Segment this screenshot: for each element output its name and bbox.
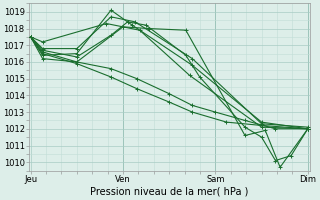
- X-axis label: Pression niveau de la mer( hPa ): Pression niveau de la mer( hPa ): [90, 187, 248, 197]
